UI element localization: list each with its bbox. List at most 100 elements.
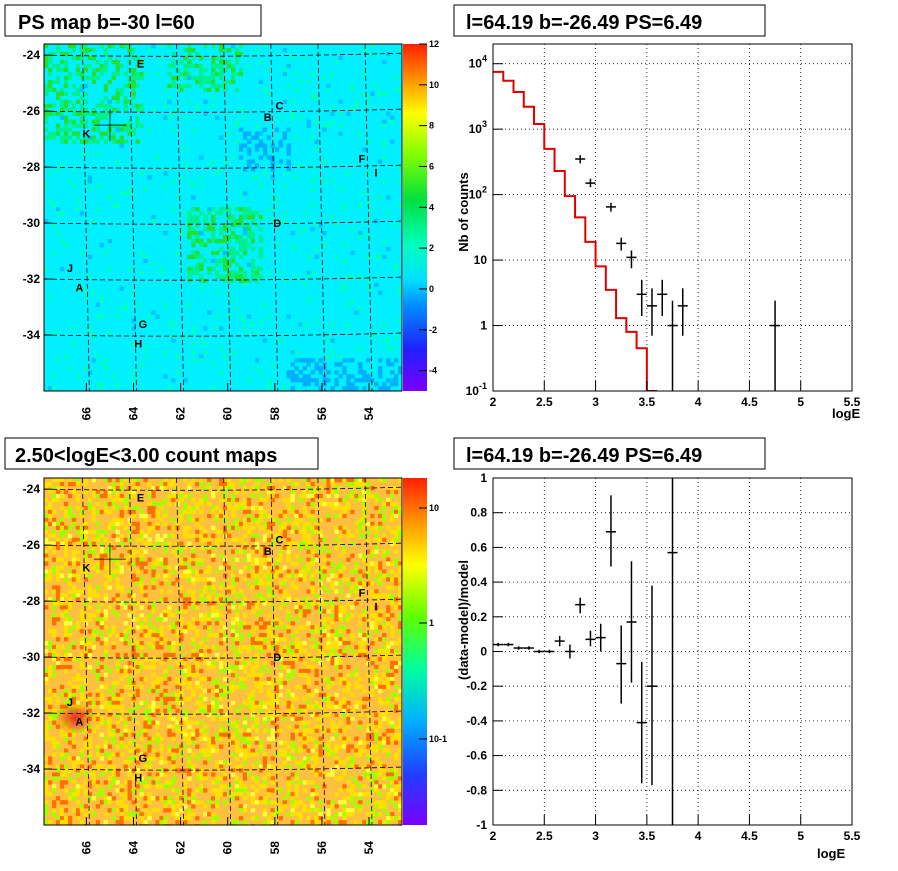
map-cell: [290, 529, 295, 534]
map-cell: [211, 557, 216, 562]
map-cell: [124, 832, 128, 836]
map-cell: [44, 541, 49, 546]
map-cell: [123, 641, 128, 646]
map-cell: [382, 91, 387, 96]
map-cell: [219, 274, 224, 279]
map-cell: [223, 792, 228, 797]
map-cell: [59, 784, 65, 789]
map-cell: [211, 820, 216, 825]
map-cell: [382, 776, 387, 781]
map-cell: [63, 83, 69, 89]
map-cell: [123, 796, 128, 801]
map-cell: [370, 812, 375, 817]
map-cell: [75, 478, 81, 483]
map-cell: [127, 728, 132, 733]
map-cell: [378, 609, 383, 614]
map-cell: [382, 398, 386, 402]
map-cell: [334, 645, 339, 650]
map-cell: [211, 740, 216, 745]
map-cell: [139, 641, 144, 646]
map-cell: [382, 768, 387, 773]
map-cell: [59, 692, 65, 698]
map-cell: [366, 482, 371, 487]
map-cell: [338, 649, 343, 654]
map-cell: [358, 684, 363, 690]
map-cell: [302, 684, 307, 690]
map-cell: [79, 641, 85, 646]
map-cell: [386, 525, 391, 530]
map-cell: [127, 760, 132, 765]
map-cell: [211, 231, 216, 236]
map-cell: [282, 135, 287, 140]
map-cell: [294, 617, 299, 622]
map-cell: [183, 55, 188, 61]
map-cell: [246, 131, 252, 136]
map-cell: [171, 800, 176, 805]
map-cell: [119, 139, 124, 144]
map-cell: [60, 828, 64, 832]
map-cell: [270, 541, 275, 546]
map-cell: [211, 736, 216, 741]
map-cell: [358, 366, 363, 371]
map-cell: [258, 633, 264, 638]
map-cell: [378, 497, 383, 503]
source-label: K: [82, 129, 90, 141]
map-cell: [159, 760, 164, 765]
map-cell: [199, 569, 204, 574]
map-cell: [59, 808, 65, 813]
map-cell: [254, 613, 260, 618]
map-cell: [75, 816, 81, 821]
map-cell: [294, 358, 299, 363]
map-cell: [52, 788, 57, 793]
meridian-line: [317, 44, 326, 391]
map-cell: [358, 306, 363, 311]
map-cell: [254, 533, 260, 538]
map-cell: [350, 274, 355, 279]
map-cell: [111, 724, 116, 729]
map-cell: [103, 87, 108, 93]
map-cell: [238, 780, 244, 785]
map-cell: [99, 71, 104, 77]
map-cell: [187, 740, 192, 745]
map-cell: [314, 625, 319, 630]
map-cell: [75, 557, 81, 562]
map-cell: [258, 569, 264, 574]
map-cell: [242, 238, 248, 244]
map-cell: [63, 577, 69, 582]
map-cell: [354, 310, 359, 315]
map-cell: [266, 728, 272, 733]
map-cell: [242, 740, 248, 745]
map-cell: [314, 784, 319, 789]
map-cell: [346, 322, 351, 327]
map-cell: [326, 653, 331, 658]
map-cell: [71, 48, 77, 53]
map-cell: [219, 788, 224, 793]
map-cell: [179, 517, 184, 523]
map-cell: [382, 549, 387, 554]
map-cell: [326, 83, 331, 89]
map-cell: [234, 234, 240, 240]
map-cell: [251, 828, 255, 832]
map-cell: [135, 521, 140, 527]
map-cell: [199, 286, 204, 291]
map-cell: [175, 195, 180, 200]
map-cell: [242, 748, 248, 753]
map-cell: [187, 776, 192, 781]
map-cell: [302, 55, 307, 61]
map-cell: [115, 486, 120, 491]
map-cell: [111, 521, 116, 527]
map-cell: [231, 732, 236, 737]
map-cell: [171, 497, 176, 503]
map-cell: [338, 661, 343, 666]
map-cell: [342, 740, 347, 745]
map-cell: [318, 366, 323, 371]
map-cell: [63, 354, 69, 359]
map-cell: [386, 772, 391, 777]
map-cell: [87, 63, 93, 69]
map-cell: [95, 529, 100, 534]
map-cell: [258, 649, 264, 654]
map-cell: [346, 629, 351, 634]
map-cell: [262, 143, 268, 148]
map-cell: [374, 282, 379, 287]
map-cell: [374, 625, 379, 630]
